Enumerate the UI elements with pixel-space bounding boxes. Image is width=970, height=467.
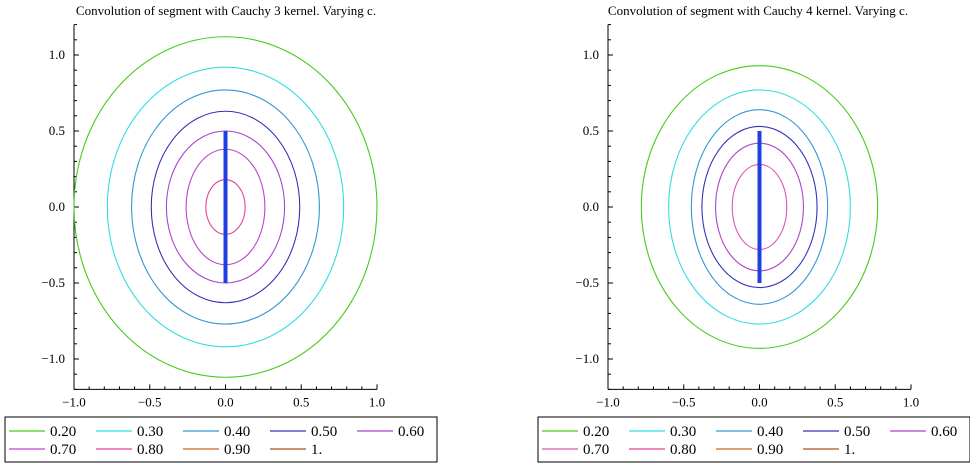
legend-label: 0.90 [224,442,250,458]
legend-label: 0.90 [757,442,783,458]
contour-level-0_20 [640,65,879,349]
legend-label: 0.70 [583,442,609,458]
legend-label: 0.20 [50,424,76,440]
contour-level-0_50 [150,110,301,304]
y-tick-label: −0.5 [575,275,599,290]
x-tick-label: −1.0 [62,394,86,409]
legend-label: 0.50 [844,424,870,440]
chart-title: Convolution of segment with Cauchy 3 ker… [76,3,376,18]
y-tick-label: −0.5 [41,275,65,290]
contour-level-0_50 [701,125,818,289]
legend-box [537,416,970,463]
legend-label: 0.20 [583,424,609,440]
x-tick-label: 0.0 [751,394,767,409]
x-tick-label: −0.5 [138,394,162,409]
legend-label: 0.70 [50,442,76,458]
y-tick-label: 0.5 [583,123,599,138]
y-tick-label: 0.0 [49,199,65,214]
y-tick-label: 1.0 [583,47,599,62]
legend-box [4,416,438,463]
chart-title: Convolution of segment with Cauchy 4 ker… [608,3,908,18]
y-tick-label: 0.0 [583,199,599,214]
y-tick-label: −1.0 [41,351,65,366]
legend-label: 0.60 [398,424,424,440]
legend-label: 0.40 [224,424,250,440]
legend-label: 0.40 [757,424,783,440]
x-tick-label: 0.0 [217,394,233,409]
legend-label: 0.80 [670,442,696,458]
legend: 0.20 0.30 0.40 0.50 0.60 0.70 0.80 0.90 1. [537,416,970,463]
legend-label: 0.50 [311,424,337,440]
x-tick-label: 1.0 [903,394,919,409]
contour-level-0_30 [106,66,345,348]
contour-level-0_20 [73,36,378,378]
legend: 0.20 0.30 0.40 0.50 0.60 0.70 0.80 0.90 1. [4,416,438,463]
contour-level-0_40 [690,109,829,305]
y-tick-label: 0.5 [49,123,65,138]
legend-label: 0.80 [137,442,163,458]
legend-label: 1. [844,442,855,458]
legend-label: 0.30 [670,424,696,440]
x-tick-label: −0.5 [672,394,696,409]
legend-label: 1. [311,442,322,458]
y-tick-label: 1.0 [49,47,65,62]
x-tick-label: 0.5 [293,394,309,409]
x-tick-label: 1.0 [369,394,385,409]
chart-panel-2: Convolution of segment with Cauchy 4 ker… [537,3,970,463]
x-tick-label: −1.0 [596,394,620,409]
legend-label: 0.30 [137,424,163,440]
y-tick-label: −1.0 [575,351,599,366]
legend-label: 0.60 [931,424,957,440]
contour-level-0_30 [668,89,851,325]
chart-panel-1: Convolution of segment with Cauchy 3 ker… [4,3,438,463]
x-tick-label: 0.5 [827,394,843,409]
contour-level-0_40 [131,89,320,325]
